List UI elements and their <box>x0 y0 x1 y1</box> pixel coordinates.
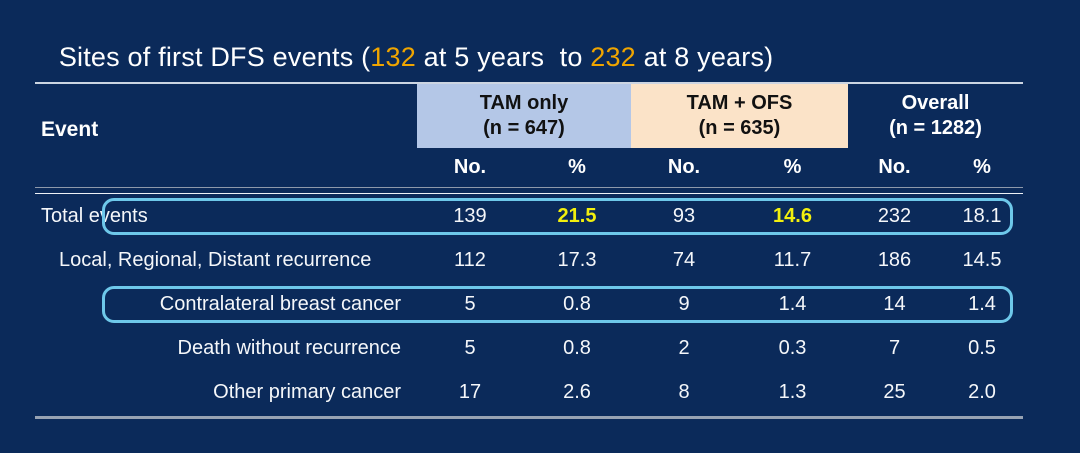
row-label: Other primary cancer <box>213 380 401 403</box>
subheader-no-overall: No. <box>878 156 911 178</box>
subheader-pct-overall: % <box>973 156 991 178</box>
cell-no: 7 <box>888 336 901 359</box>
row-label: Contralateral breast cancer <box>159 292 401 315</box>
subheader-spacer <box>35 148 417 187</box>
table-bottom-rule <box>35 416 1023 419</box>
table-row-death-without-recurrence: Death without recurrence 5 0.8 2 0.3 7 0… <box>35 326 1023 370</box>
cell-pct: 1.3 <box>778 380 807 403</box>
subheader-no-tam-ofs: No. <box>667 156 701 178</box>
group-n-label: (n = 635) <box>698 117 781 139</box>
title-text-suffix: at 8 years) <box>635 42 774 72</box>
group-header-overall: Overall (n = 1282) <box>848 84 1023 148</box>
cell-pct: 11.7 <box>773 248 812 271</box>
subheader-pct-tam-ofs: % <box>783 156 802 178</box>
event-column-header: Event <box>41 118 99 141</box>
slide-title: Sites of first DFS events (132 at 5 year… <box>28 11 773 104</box>
table-row-contralateral-breast-cancer: Contralateral breast cancer 5 0.8 9 1.4 … <box>35 282 1023 326</box>
cell-no: 5 <box>464 336 476 359</box>
cell-pct: 1.4 <box>778 292 807 315</box>
cell-no: 232 <box>877 204 912 227</box>
cell-no: 139 <box>453 204 487 227</box>
title-text-middle: at 5 years to <box>415 42 591 72</box>
cell-pct: 14.5 <box>962 248 1002 271</box>
cell-pct: 1.4 <box>968 292 996 315</box>
cell-pct: 0.3 <box>778 336 807 359</box>
row-label: Local, Regional, Distant recurrence <box>59 248 372 271</box>
cell-pct: 0.5 <box>968 336 996 359</box>
group-label: TAM only <box>479 92 569 114</box>
table-row-recurrence: Local, Regional, Distant recurrence 112 … <box>35 238 1023 282</box>
cell-no: 17 <box>458 380 482 403</box>
group-n-label: (n = 647) <box>483 117 565 139</box>
cell-pct: 2.6 <box>563 380 591 403</box>
cell-no: 9 <box>678 292 690 315</box>
cell-no: 2 <box>678 336 690 359</box>
title-8yr-events-count: 232 <box>590 42 636 72</box>
cell-pct: 2.0 <box>968 380 996 403</box>
table-row-total-events: Total events 139 21.5 93 14.6 232 18.1 <box>35 194 1023 238</box>
subheader-no-tam-only: No. <box>453 156 487 178</box>
cell-pct: 18.1 <box>962 204 1002 227</box>
table-row-other-primary-cancer: Other primary cancer 17 2.6 8 1.3 25 2.0 <box>35 370 1023 414</box>
table-header-separator-rule <box>35 187 1023 194</box>
cell-no: 112 <box>454 248 486 271</box>
cell-no: 14 <box>883 292 906 315</box>
cell-no: 25 <box>883 380 906 403</box>
row-label: Total events <box>41 204 148 227</box>
group-header-tam-only: TAM only (n = 647) <box>417 84 631 148</box>
cell-no: 8 <box>678 380 690 403</box>
title-text-prefix: Sites of first DFS events ( <box>58 42 371 72</box>
cell-no: 93 <box>672 204 696 227</box>
cell-pct: 17.3 <box>557 248 597 271</box>
dfs-events-table: Event TAM only (n = 647) TAM + OFS (n = … <box>35 82 1023 419</box>
row-label: Death without recurrence <box>177 336 401 359</box>
group-n-label: (n = 1282) <box>889 117 982 139</box>
group-label: Overall <box>901 92 970 114</box>
cell-pct: 0.8 <box>563 292 591 315</box>
cell-no: 186 <box>877 248 912 271</box>
cell-pct-emphasized: 21.5 <box>557 204 597 227</box>
group-label: TAM + OFS <box>686 92 793 114</box>
subheader-pct-tam-only: % <box>568 156 586 178</box>
table-body: Total events 139 21.5 93 14.6 232 18.1 L… <box>35 194 1023 414</box>
cell-pct: 0.8 <box>563 336 591 359</box>
table-top-rule <box>35 82 1023 84</box>
table-subheader-row: No. % No. % No. % <box>35 148 1023 187</box>
cell-pct-emphasized: 14.6 <box>773 204 812 227</box>
cell-no: 74 <box>672 248 696 271</box>
cell-no: 5 <box>464 292 476 315</box>
group-header-tam-ofs: TAM + OFS (n = 635) <box>631 84 848 148</box>
title-5yr-events-count: 132 <box>370 42 416 72</box>
table-header-band: Event TAM only (n = 647) TAM + OFS (n = … <box>35 84 1023 148</box>
